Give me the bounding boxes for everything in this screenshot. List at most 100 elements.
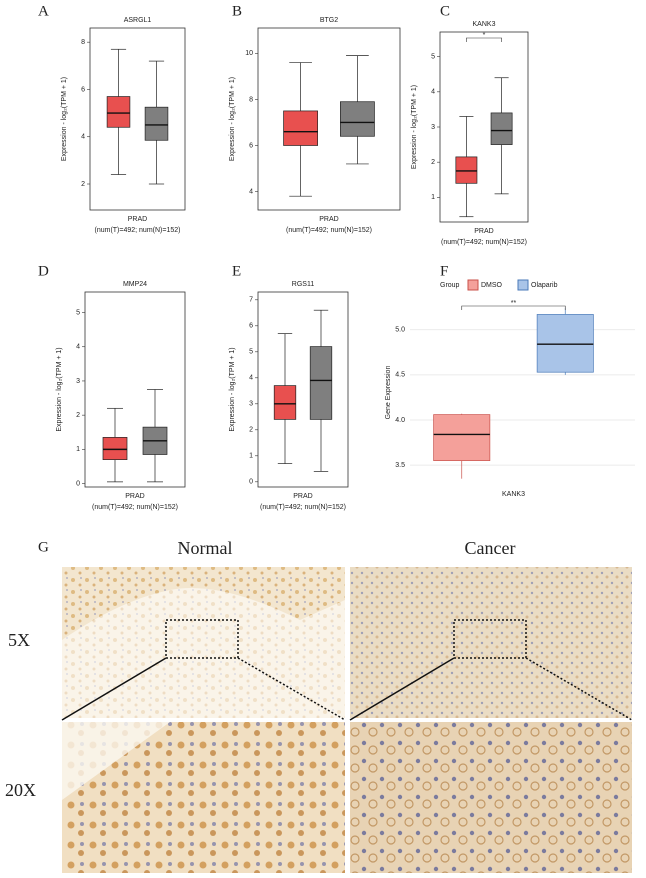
y-tick-label: 2 (249, 427, 253, 434)
zoom-box (165, 619, 239, 659)
panel-letter: F (440, 263, 448, 279)
y-tick-label: 6 (249, 142, 253, 149)
box (433, 414, 491, 461)
y-tick-label: 5.0 (395, 327, 405, 334)
box (283, 110, 318, 146)
x-axis-label: PRAD (128, 216, 147, 223)
box (273, 385, 297, 420)
y-tick-label: 1 (76, 446, 80, 453)
legend-label: DMSO (481, 282, 503, 289)
x-tick-label: KANK3 (502, 491, 525, 498)
y-tick-label: 10 (245, 50, 253, 57)
y-tick-label: 5 (249, 349, 253, 356)
y-tick-label: 4 (249, 188, 253, 195)
x-axis-subtitle: (num(T)=492; num(N)=152) (286, 227, 372, 234)
y-tick-label: 3 (431, 124, 435, 131)
y-tick-label: 2 (431, 159, 435, 166)
y-axis-label: Expression - log₂(TPM + 1) (229, 347, 236, 431)
zoom-line (61, 657, 167, 721)
y-tick-label: 7 (249, 297, 253, 304)
column-label: Normal (178, 538, 233, 558)
histology-image (350, 722, 632, 873)
significance-label: * (483, 32, 486, 39)
x-axis-subtitle: (num(T)=492; num(N)=152) (260, 504, 346, 511)
y-tick-label: 1 (431, 194, 435, 201)
lumen (62, 722, 170, 800)
legend-swatch (467, 279, 479, 291)
y-tick-label: 2 (76, 412, 80, 419)
y-tick-label: 2 (81, 181, 85, 188)
y-axis-label: Expression - log₂(TPM + 1) (229, 77, 236, 161)
x-axis-subtitle: (num(T)=492; num(N)=152) (441, 239, 527, 246)
charts: A ASRGL1 2 4 6 8 Expression - log₂(TPM + 1) PRA… (38, 3, 635, 511)
y-tick-label: 4.5 (395, 372, 405, 379)
box (106, 96, 131, 128)
panel-letter: B (232, 3, 242, 19)
y-tick-label: 6 (249, 323, 253, 330)
zoom-box (453, 619, 527, 659)
x-axis-subtitle: (num(T)=492; num(N)=152) (95, 227, 181, 234)
y-axis-label: Expression - log₂(TPM + 1) (56, 347, 63, 431)
y-tick-label: 1 (249, 453, 253, 460)
legend-title: Group (440, 282, 460, 289)
x-axis-label: PRAD (319, 216, 338, 223)
y-tick-label: 8 (81, 39, 85, 46)
row-label: 5X (8, 630, 30, 650)
y-tick-label: 5 (76, 309, 80, 316)
y-tick-label: 4 (76, 344, 80, 351)
x-axis-label: PRAD (293, 493, 312, 500)
y-tick-label: 4.0 (395, 417, 405, 424)
box (536, 314, 594, 373)
significance-bracket (466, 37, 502, 42)
panel-letter: D (38, 263, 49, 279)
y-tick-label: 4 (249, 375, 253, 382)
plot-area (257, 27, 401, 211)
plot-area (89, 27, 186, 211)
y-tick-label: 8 (249, 96, 253, 103)
legend-swatch (517, 279, 529, 291)
zoom-line (349, 657, 455, 721)
y-axis-label: Gene Expression (385, 366, 392, 420)
box (102, 437, 128, 460)
y-tick-label: 0 (249, 479, 253, 486)
box (490, 112, 513, 145)
plot-area (257, 291, 349, 488)
y-tick-label: 4 (431, 89, 435, 96)
chart-title: BTG2 (320, 17, 338, 24)
column-label: Cancer (465, 538, 516, 558)
y-tick-label: 5 (431, 53, 435, 60)
box (144, 106, 169, 141)
panel-letter: A (38, 3, 49, 19)
plot-area (84, 291, 186, 488)
y-tick-label: 6 (81, 86, 85, 93)
chart-title: MMP24 (123, 281, 147, 288)
y-tick-label: 3.5 (395, 462, 405, 469)
box (455, 156, 478, 184)
significance-bracket (461, 305, 566, 310)
x-axis-label: PRAD (474, 228, 493, 235)
panel-letter: C (440, 3, 450, 19)
plot-area (439, 31, 529, 223)
y-tick-label: 3 (249, 401, 253, 408)
legend-label: Olaparib (531, 282, 558, 289)
zoom-line (237, 657, 346, 721)
panel-letter: G (38, 539, 49, 555)
lumen (62, 588, 345, 718)
significance-label: ** (511, 300, 517, 307)
chart-title: ASRGL1 (124, 17, 152, 24)
y-tick-label: 4 (81, 134, 85, 141)
box (340, 101, 375, 137)
y-tick-label: 3 (76, 378, 80, 385)
chart-title: KANK3 (473, 21, 496, 28)
y-tick-label: 0 (76, 480, 80, 487)
x-axis-label: PRAD (125, 493, 144, 500)
panel-letter: E (232, 263, 241, 279)
zoom-line (525, 657, 633, 721)
y-axis-label: Expression - log₂(TPM + 1) (61, 77, 68, 161)
box (309, 346, 333, 420)
y-axis-label: Expression - log₂(TPM + 1) (411, 85, 418, 169)
x-axis-subtitle: (num(T)=492; num(N)=152) (92, 504, 178, 511)
chart-title: RGS11 (292, 281, 315, 288)
row-label: 20X (5, 780, 36, 800)
